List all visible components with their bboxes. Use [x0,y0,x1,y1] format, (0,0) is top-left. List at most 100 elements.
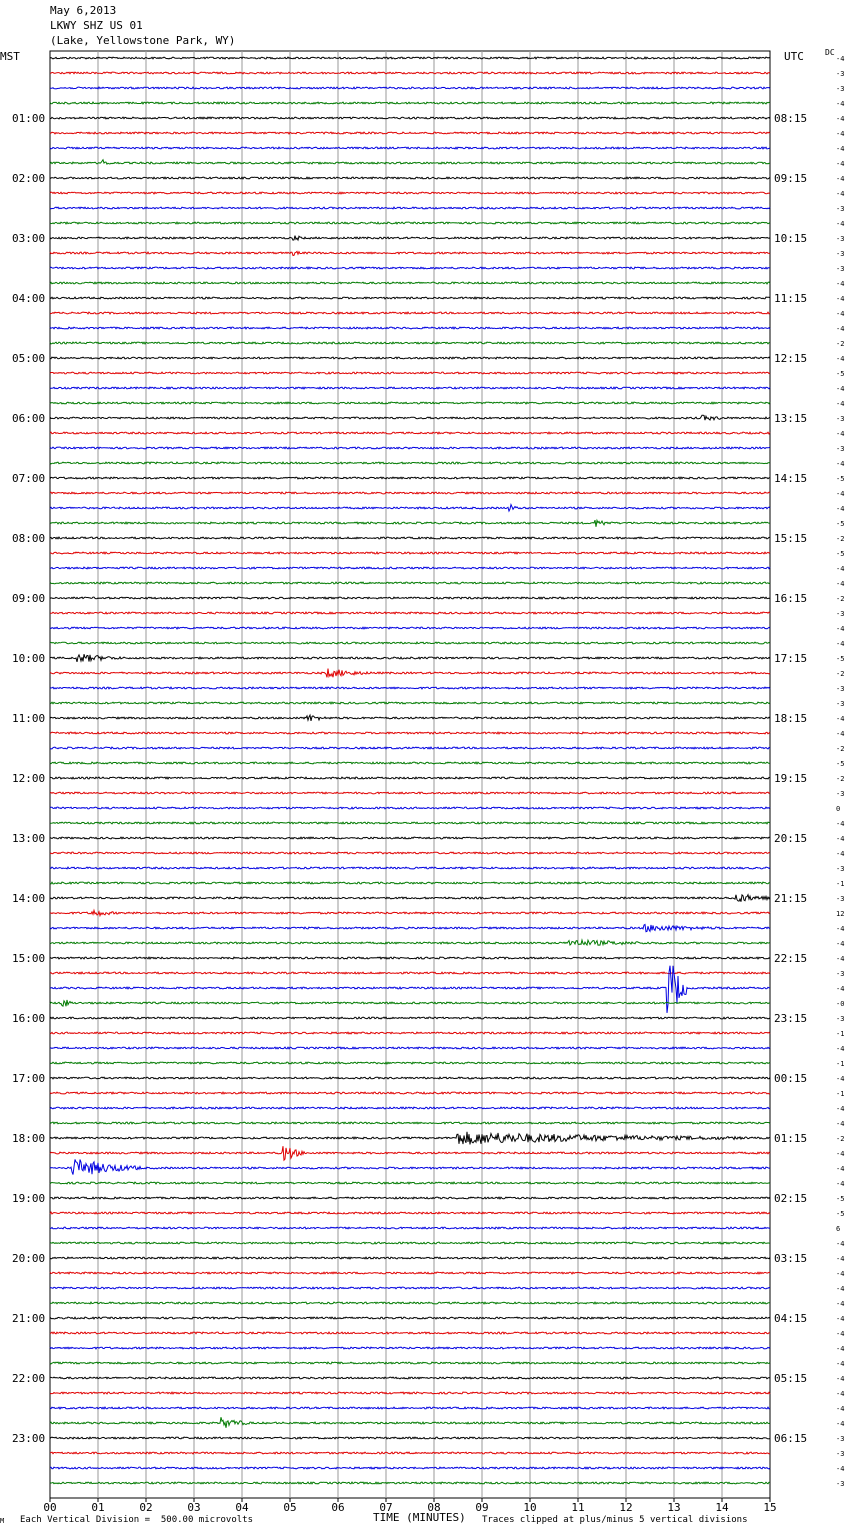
left-hour-label: 05:00 [12,352,45,365]
trace-row-80 [49,1256,771,1260]
trace-row-64 [49,1016,771,1020]
trace-row-7 [49,158,771,166]
left-hour-label: 20:00 [12,1252,45,1265]
right-hour-label: 05:15 [774,1372,807,1385]
trace-row-16 [49,296,771,300]
dc-offset-label: -4 [836,295,844,303]
trace-row-28 [49,476,771,480]
x-tick-label: 04 [235,1501,249,1514]
dc-offset-label: -5 [836,655,844,663]
dc-offset-label: -4 [836,640,844,648]
dc-offset-label: -3 [836,1480,844,1488]
dc-offset-label: -4 [836,160,844,168]
dc-offset-label: -3 [836,970,844,978]
right-hour-label: 04:15 [774,1312,807,1325]
trace-row-17 [49,311,771,315]
dc-offset-label: -4 [836,175,844,183]
trace-row-21 [49,371,771,375]
trace-row-67 [49,1061,771,1065]
dc-offset-label: -5 [836,475,844,483]
dc-offset-label: -4 [836,400,844,408]
dc-offset-label: -4 [836,625,844,633]
x-tick-label: 05 [283,1501,296,1514]
dc-offset-label: -4 [836,190,844,198]
trace-row-48 [49,776,771,780]
trace-row-14 [49,266,771,270]
dc-offset-label: -4 [836,940,844,948]
dc-offset-label: -3 [836,250,844,258]
left-hour-label: 22:00 [12,1372,45,1385]
x-tick-label: 10 [523,1501,536,1514]
trace-row-74 [49,1159,771,1175]
trace-row-70 [49,1106,771,1110]
dc-offset-label: -4 [836,55,844,63]
record-date: May 6,2013 [50,4,117,17]
dc-offset-label: -4 [836,1270,844,1278]
trace-row-56 [49,893,771,902]
trace-row-81 [49,1271,770,1275]
trace-row-37 [49,611,771,615]
trace-row-83 [49,1301,770,1305]
dc-offset-label: -4 [836,1285,844,1293]
x-tick-label: 13 [667,1501,680,1514]
dc-offset-label: -2 [836,595,844,603]
right-hour-label: 09:15 [774,172,807,185]
trace-row-82 [49,1286,771,1290]
dc-offset-label: -4 [836,925,844,933]
dc-offset-label: -4 [836,355,844,363]
right-hour-label: 06:15 [774,1432,807,1445]
trace-row-55 [49,881,771,885]
trace-row-29 [49,491,771,495]
dc-offset-label: -2 [836,535,844,543]
dc-offset-label: -4 [836,310,844,318]
right-hour-label: 22:15 [774,952,807,965]
trace-row-25 [49,431,771,435]
dc-offset-label: -4 [836,1180,844,1188]
right-hour-label: 12:15 [774,352,807,365]
dc-offset-label: -4 [836,100,844,108]
dc-offset-label: -4 [836,115,844,123]
dc-offset-label: -2 [836,670,844,678]
trace-row-31 [49,518,771,527]
trace-row-38 [49,626,771,630]
left-hour-label: 18:00 [12,1132,45,1145]
dc-offset-label: -4 [836,580,844,588]
dc-offset-label: -4 [836,1075,844,1083]
dc-offset-label: -4 [836,565,844,573]
dc-offset-label: -4 [836,1165,844,1173]
left-hour-label: 10:00 [12,652,45,665]
trace-row-59 [49,938,771,947]
dc-offset-label: -4 [836,145,844,153]
dc-offset-label: -3 [836,415,844,423]
left-hour-label: 04:00 [12,292,45,305]
right-hour-label: 11:15 [774,292,807,305]
dc-offset-label: -3 [836,685,844,693]
trace-row-79 [49,1241,770,1245]
dc-offset-label: -5 [836,1195,844,1203]
trace-row-20 [49,356,771,360]
trace-row-27 [49,461,771,465]
trace-row-54 [49,866,771,870]
dc-offset-label: -5 [836,1210,844,1218]
trace-row-58 [49,923,771,933]
right-hour-label: 16:15 [774,592,807,605]
dc-offset-label: -4 [836,280,844,288]
trace-row-11 [49,221,771,225]
left-hour-label: 17:00 [12,1072,45,1085]
right-hour-label: 02:15 [774,1192,807,1205]
trace-row-44 [49,713,771,722]
left-hour-label: 23:00 [12,1432,45,1445]
left-hour-label: 19:00 [12,1192,45,1205]
dc-offset-label: -4 [836,850,844,858]
x-tick-label: 08 [427,1501,440,1514]
dc-offset-label: -4 [836,460,844,468]
trace-row-12 [49,235,771,242]
dc-offset-label: -4 [836,1375,844,1383]
trace-row-47 [49,761,771,765]
trace-row-41 [49,668,771,679]
dc-offset-label: -3 [836,1450,844,1458]
trace-row-66 [49,1046,771,1050]
left-hour-label: 12:00 [12,772,45,785]
right-hour-label: 14:15 [774,472,807,485]
